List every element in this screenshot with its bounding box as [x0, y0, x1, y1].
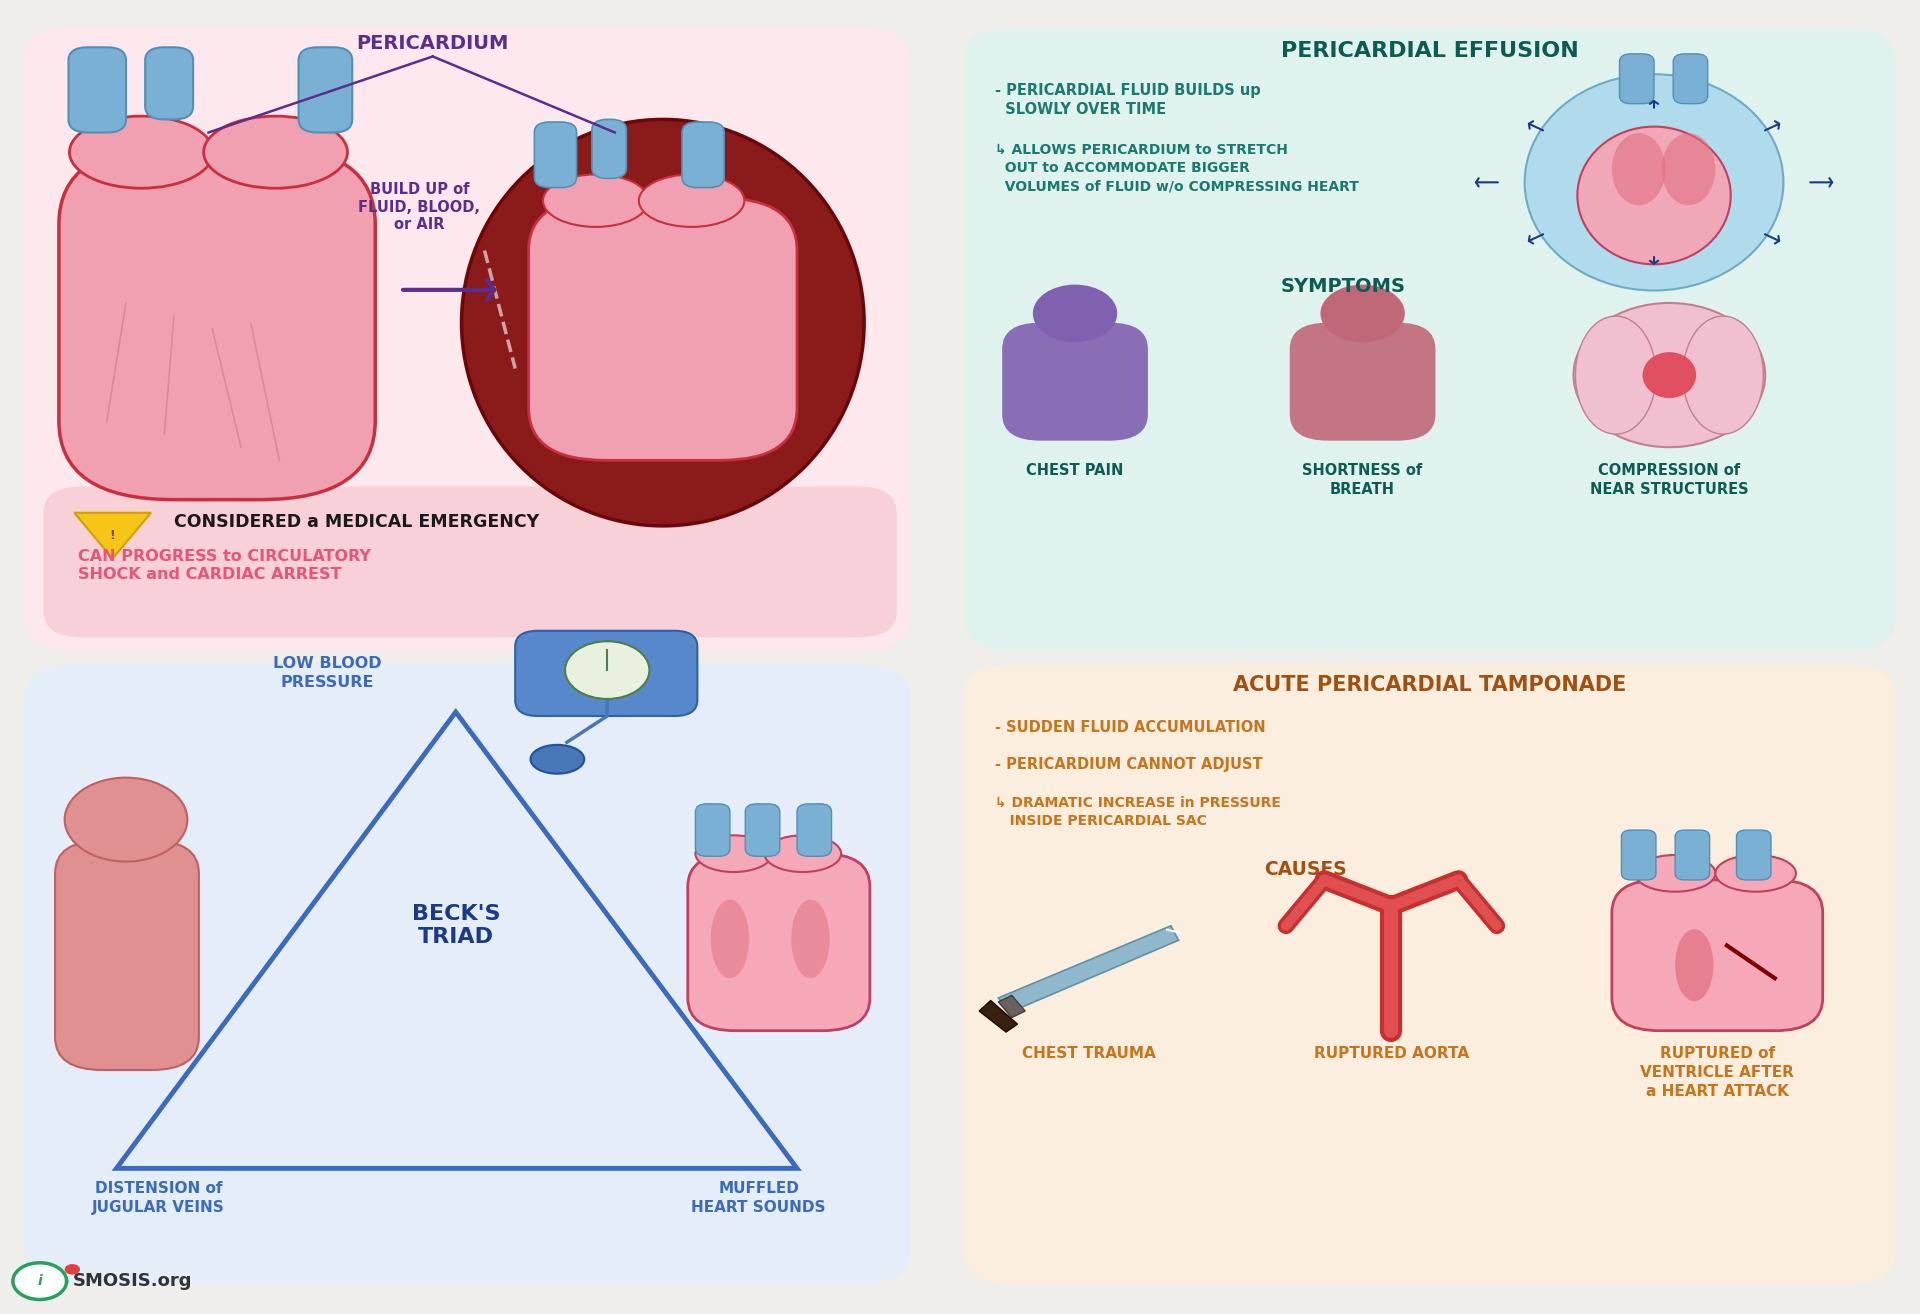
Text: CHEST PAIN: CHEST PAIN: [1027, 463, 1123, 478]
Polygon shape: [998, 926, 1179, 1012]
Text: BECK'S
TRIAD: BECK'S TRIAD: [411, 904, 499, 947]
Ellipse shape: [69, 116, 213, 188]
FancyBboxPatch shape: [1620, 54, 1653, 104]
Text: RUPTURED AORTA: RUPTURED AORTA: [1313, 1046, 1469, 1062]
Ellipse shape: [710, 900, 749, 978]
Ellipse shape: [695, 836, 772, 872]
Ellipse shape: [543, 175, 649, 227]
FancyBboxPatch shape: [695, 804, 730, 857]
Text: COMPRESSION of
NEAR STRUCTURES: COMPRESSION of NEAR STRUCTURES: [1590, 463, 1749, 497]
FancyBboxPatch shape: [515, 631, 697, 716]
Circle shape: [13, 1263, 67, 1300]
Ellipse shape: [204, 116, 348, 188]
FancyBboxPatch shape: [60, 146, 374, 499]
FancyBboxPatch shape: [745, 804, 780, 857]
Ellipse shape: [1674, 929, 1713, 1001]
FancyBboxPatch shape: [528, 198, 797, 460]
Text: ↳ ALLOWS PERICARDIUM to STRETCH
  OUT to ACCOMMODATE BIGGER
  VOLUMES of FLUID w: ↳ ALLOWS PERICARDIUM to STRETCH OUT to A…: [995, 143, 1357, 193]
Circle shape: [65, 1264, 81, 1275]
Polygon shape: [998, 995, 1025, 1017]
FancyBboxPatch shape: [25, 28, 910, 650]
Ellipse shape: [764, 836, 841, 872]
Text: ACUTE PERICARDIAL TAMPONADE: ACUTE PERICARDIAL TAMPONADE: [1233, 675, 1626, 695]
Ellipse shape: [1715, 855, 1795, 892]
Text: CAUSES: CAUSES: [1263, 861, 1346, 879]
FancyBboxPatch shape: [1613, 880, 1822, 1030]
Ellipse shape: [1642, 352, 1695, 398]
FancyBboxPatch shape: [797, 804, 831, 857]
FancyBboxPatch shape: [964, 28, 1895, 650]
Ellipse shape: [1613, 133, 1665, 205]
Text: BUILD UP of
FLUID, BLOOD,
or AIR: BUILD UP of FLUID, BLOOD, or AIR: [359, 183, 480, 233]
Ellipse shape: [1661, 133, 1715, 205]
FancyBboxPatch shape: [1597, 323, 1741, 440]
FancyBboxPatch shape: [1622, 830, 1655, 880]
Text: DISTENSION of
JUGULAR VEINS: DISTENSION of JUGULAR VEINS: [92, 1181, 225, 1215]
FancyBboxPatch shape: [591, 120, 626, 179]
Ellipse shape: [1682, 317, 1763, 434]
FancyBboxPatch shape: [534, 122, 576, 188]
Ellipse shape: [1634, 855, 1715, 892]
Circle shape: [564, 641, 649, 699]
FancyBboxPatch shape: [1674, 830, 1709, 880]
Text: !: !: [109, 528, 115, 541]
Text: CONSIDERED a MEDICAL EMERGENCY: CONSIDERED a MEDICAL EMERGENCY: [175, 512, 540, 531]
Text: MUFFLED
HEART SOUNDS: MUFFLED HEART SOUNDS: [691, 1181, 826, 1215]
Text: CAN PROGRESS to CIRCULATORY
SHOCK and CARDIAC ARREST: CAN PROGRESS to CIRCULATORY SHOCK and CA…: [79, 549, 371, 582]
Ellipse shape: [1574, 304, 1764, 447]
FancyBboxPatch shape: [146, 47, 194, 120]
Text: ↳ DRAMATIC INCREASE in PRESSURE
   INSIDE PERICARDIAL SAC: ↳ DRAMATIC INCREASE in PRESSURE INSIDE P…: [995, 796, 1281, 828]
Circle shape: [1626, 285, 1711, 343]
Ellipse shape: [1578, 126, 1730, 264]
FancyBboxPatch shape: [1736, 830, 1770, 880]
Text: - PERICARDIAL FLUID BUILDS up
  SLOWLY OVER TIME: - PERICARDIAL FLUID BUILDS up SLOWLY OVE…: [995, 83, 1260, 117]
Text: - SUDDEN FLUID ACCUMULATION: - SUDDEN FLUID ACCUMULATION: [995, 720, 1265, 735]
FancyBboxPatch shape: [298, 47, 351, 133]
FancyBboxPatch shape: [1672, 54, 1707, 104]
Ellipse shape: [639, 175, 745, 227]
Text: - PERICARDIUM CANNOT ADJUST: - PERICARDIUM CANNOT ADJUST: [995, 757, 1261, 771]
Polygon shape: [75, 512, 152, 558]
Text: SHORTNESS of
BREATH: SHORTNESS of BREATH: [1302, 463, 1423, 497]
Ellipse shape: [1576, 317, 1655, 434]
FancyBboxPatch shape: [687, 854, 870, 1030]
FancyBboxPatch shape: [25, 665, 910, 1284]
Text: PERICARDIAL EFFUSION: PERICARDIAL EFFUSION: [1281, 41, 1578, 60]
FancyBboxPatch shape: [1002, 323, 1148, 440]
FancyBboxPatch shape: [682, 122, 724, 188]
Circle shape: [65, 778, 188, 862]
Text: SMOSIS.org: SMOSIS.org: [73, 1272, 192, 1290]
FancyBboxPatch shape: [69, 47, 127, 133]
FancyBboxPatch shape: [964, 665, 1895, 1284]
FancyBboxPatch shape: [44, 486, 897, 637]
FancyBboxPatch shape: [1290, 323, 1436, 440]
Ellipse shape: [530, 745, 584, 774]
FancyBboxPatch shape: [56, 841, 200, 1070]
Text: RUPTURED of
VENTRICLE AFTER
a HEART ATTACK: RUPTURED of VENTRICLE AFTER a HEART ATTA…: [1640, 1046, 1795, 1099]
Ellipse shape: [1524, 74, 1784, 290]
Ellipse shape: [791, 900, 829, 978]
Text: CHEST TRAUMA: CHEST TRAUMA: [1021, 1046, 1156, 1062]
Circle shape: [1321, 285, 1405, 343]
Text: SYMPTOMS: SYMPTOMS: [1281, 277, 1405, 296]
Text: LOW BLOOD
PRESSURE: LOW BLOOD PRESSURE: [273, 656, 382, 690]
Polygon shape: [979, 1000, 1018, 1031]
Ellipse shape: [461, 120, 864, 526]
Circle shape: [1033, 285, 1117, 343]
Text: PERICARDIUM: PERICARDIUM: [357, 34, 509, 53]
Text: i: i: [36, 1275, 42, 1288]
